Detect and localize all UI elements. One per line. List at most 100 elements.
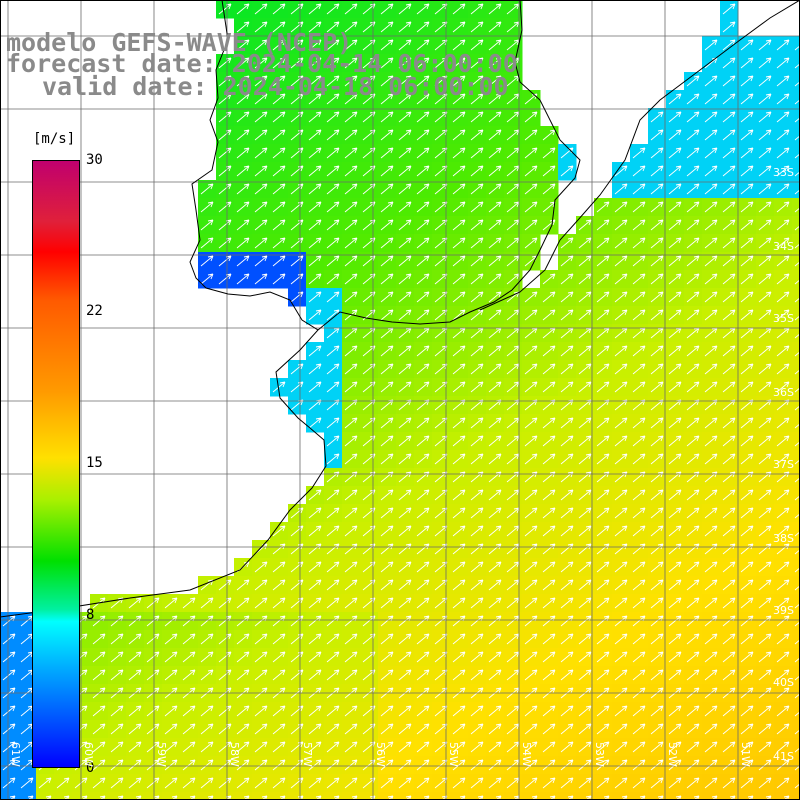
wind-vector-arrow <box>182 633 196 645</box>
wind-vector-arrow <box>452 93 466 105</box>
wind-vector-arrow <box>776 363 790 375</box>
wind-vector-arrow <box>524 147 538 159</box>
wind-vector-arrow <box>542 435 556 447</box>
wind-vector-arrow <box>488 3 502 15</box>
wind-vector-arrow <box>254 165 268 177</box>
wind-vector-arrow <box>416 381 430 393</box>
wind-vector-arrow <box>740 93 754 105</box>
wind-vector-arrow <box>470 579 484 591</box>
wind-vector-arrow <box>722 417 736 429</box>
wind-vector-arrow <box>470 597 484 609</box>
wind-vector-arrow <box>560 705 574 717</box>
wind-vector-arrow <box>488 201 502 213</box>
wind-vector-arrow <box>758 111 772 123</box>
wind-vector-arrow <box>488 651 502 663</box>
wind-cell <box>774 792 793 800</box>
wind-vector-arrow <box>794 675 800 681</box>
wind-vector-arrow <box>578 651 592 663</box>
wind-vector-arrow <box>614 705 628 717</box>
wind-vector-arrow <box>686 129 700 141</box>
wind-vector-arrow <box>290 255 304 267</box>
wind-vector-arrow <box>488 543 502 555</box>
wind-vector-arrow <box>380 741 394 753</box>
wind-vector-arrow <box>704 129 718 141</box>
wind-vector-arrow <box>308 3 322 15</box>
wind-vector-arrow <box>650 147 664 159</box>
wind-cell <box>792 36 800 55</box>
wind-vector-arrow <box>452 597 466 609</box>
wind-vector-arrow <box>596 633 610 645</box>
wind-vector-arrow <box>326 597 340 609</box>
wind-vector-arrow <box>470 147 484 159</box>
wind-vector-arrow <box>740 201 754 213</box>
wind-vector-arrow <box>128 669 142 681</box>
wind-vector-arrow <box>524 201 538 213</box>
wind-vector-arrow <box>542 183 556 195</box>
wind-cell <box>792 216 800 235</box>
wind-cell <box>792 558 800 577</box>
wind-vector-arrow <box>344 723 358 735</box>
wind-vector-arrow <box>776 525 790 537</box>
wind-vector-arrow <box>236 147 250 159</box>
wind-vector-arrow <box>704 759 718 771</box>
wind-vector-arrow <box>596 741 610 753</box>
wind-vector-arrow <box>254 237 268 249</box>
wind-vector-arrow <box>272 183 286 195</box>
wind-vector-arrow <box>740 363 754 375</box>
wind-vector-arrow <box>704 219 718 231</box>
wind-vector-arrow <box>722 651 736 663</box>
wind-vector-arrow <box>488 417 502 429</box>
wind-vector-arrow <box>344 237 358 249</box>
wind-vector-arrow <box>182 669 196 681</box>
wind-vector-arrow <box>740 57 754 69</box>
wind-vector-arrow <box>470 435 484 447</box>
wind-vector-arrow <box>758 183 772 195</box>
wind-vector-arrow <box>380 381 394 393</box>
wind-vector-arrow <box>632 525 646 537</box>
wind-vector-arrow <box>128 651 142 663</box>
wind-vector-arrow <box>398 453 412 465</box>
wind-vector-arrow <box>560 255 574 267</box>
wind-vector-arrow <box>596 597 610 609</box>
wind-vector-arrow <box>398 777 412 789</box>
wind-vector-arrow <box>632 723 646 735</box>
wind-vector-arrow <box>704 633 718 645</box>
wind-vector-arrow <box>686 633 700 645</box>
wind-vector-arrow <box>614 417 628 429</box>
wind-vector-arrow <box>236 741 250 753</box>
wind-vector-arrow <box>794 585 800 591</box>
wind-cell <box>792 792 800 800</box>
wind-vector-arrow <box>416 39 430 51</box>
wind-vector-arrow <box>164 723 178 735</box>
wind-vector-arrow <box>488 147 502 159</box>
wind-vector-arrow <box>614 237 628 249</box>
wind-vector-arrow <box>614 345 628 357</box>
wind-cell <box>792 468 800 487</box>
lat-label: 37S <box>773 458 794 471</box>
wind-vector-arrow <box>416 309 430 321</box>
wind-vector-arrow <box>722 759 736 771</box>
wind-vector-arrow <box>614 381 628 393</box>
wind-vector-arrow <box>632 561 646 573</box>
wind-vector-arrow <box>452 165 466 177</box>
wind-vector-arrow <box>668 129 682 141</box>
wind-vector-arrow <box>290 129 304 141</box>
wind-vector-arrow <box>740 381 754 393</box>
wind-vector-arrow <box>794 369 800 375</box>
wind-vector-arrow <box>686 147 700 159</box>
wind-vector-arrow <box>380 219 394 231</box>
wind-vector-arrow <box>650 345 664 357</box>
wind-vector-arrow <box>290 759 304 771</box>
wind-vector-arrow <box>488 453 502 465</box>
wind-vector-arrow <box>470 39 484 51</box>
wind-vector-arrow <box>740 705 754 717</box>
wind-vector-arrow <box>416 489 430 501</box>
wind-cell <box>792 738 800 757</box>
wind-vector-arrow <box>668 417 682 429</box>
wind-cell <box>18 792 37 800</box>
wind-vector-arrow <box>794 729 800 735</box>
wind-vector-arrow <box>776 759 790 771</box>
wind-vector-arrow <box>686 417 700 429</box>
wind-vector-arrow <box>794 531 800 537</box>
wind-vector-arrow <box>614 723 628 735</box>
